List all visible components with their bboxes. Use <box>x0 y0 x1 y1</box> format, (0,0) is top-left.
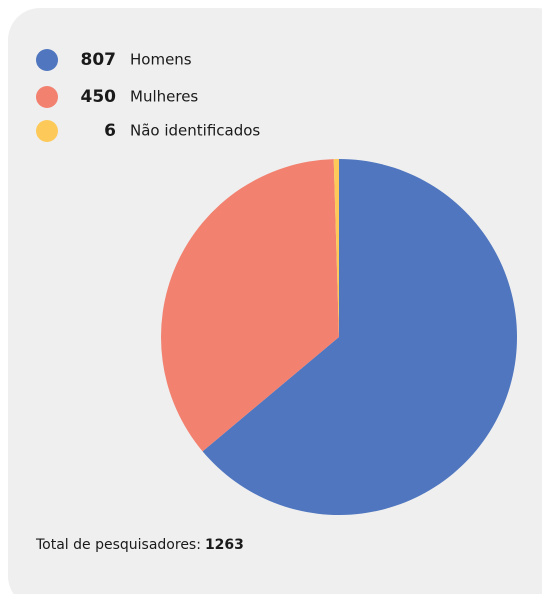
total-label: Total de pesquisadores: <box>35 537 201 553</box>
legend-swatch <box>36 86 58 108</box>
pie <box>160 159 517 516</box>
legend-label: Mulheres <box>130 88 198 106</box>
pie-slice <box>160 159 339 452</box>
legend-swatch <box>36 49 58 71</box>
pie-slice <box>333 159 339 337</box>
legend-value: 807 <box>81 50 117 70</box>
total-value: 1263 <box>205 537 244 553</box>
legend-value: 450 <box>81 87 117 107</box>
legend-value: 6 <box>104 121 116 141</box>
pie-slice <box>202 159 517 516</box>
total: Total de pesquisadores: 1263 <box>35 537 244 553</box>
legend-label: Homens <box>130 51 192 69</box>
legend-label: Não identificados <box>130 122 260 140</box>
legend: 807 Homens 450 Mulheres 6 Não identificados <box>36 49 260 142</box>
legend-swatch <box>36 120 58 142</box>
